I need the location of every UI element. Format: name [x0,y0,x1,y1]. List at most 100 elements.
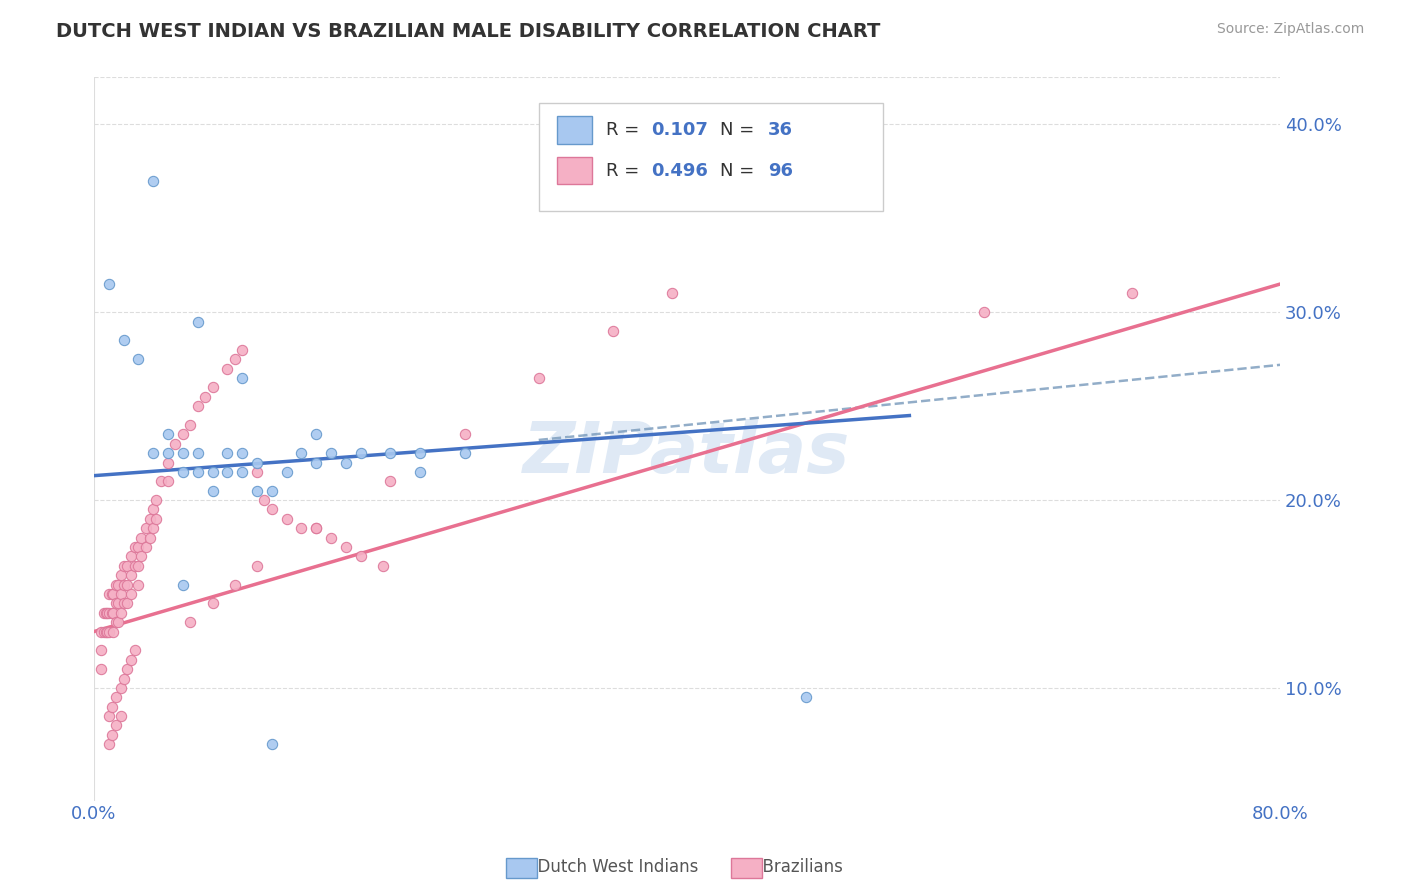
Point [661,286,683,301]
Point [231,446,253,460]
Point [253,493,276,508]
Point [246,456,269,470]
Point [172,427,194,442]
Point [305,427,328,442]
Point [90,662,112,676]
Point [90,624,112,639]
Point [100,728,122,742]
Point [135,521,157,535]
Point [110,587,132,601]
Point [453,427,475,442]
FancyBboxPatch shape [538,103,883,211]
Point [135,540,157,554]
Point [97,709,120,723]
Point [246,483,269,498]
Point [224,577,246,591]
Point [97,737,120,751]
Point [131,531,153,545]
FancyBboxPatch shape [557,157,592,185]
Point [103,587,125,601]
Text: ZIPatlas: ZIPatlas [523,419,851,488]
Point [96,624,118,639]
Point [107,615,129,630]
Point [217,465,239,479]
Point [276,512,298,526]
Text: 96: 96 [768,161,793,179]
Point [142,521,165,535]
Point [246,558,269,573]
Point [97,624,120,639]
Point [105,596,128,610]
Point [115,558,138,573]
Point [305,521,328,535]
Point [321,446,343,460]
Point [172,446,194,460]
Point [124,558,146,573]
Text: Brazilians: Brazilians [752,858,844,876]
Point [157,456,180,470]
Point [115,577,138,591]
Point [110,709,132,723]
Point [350,549,373,564]
Point [120,587,142,601]
Text: 36: 36 [768,121,793,139]
Point [380,475,402,489]
Point [409,446,432,460]
Point [103,606,125,620]
Point [157,427,180,442]
Point [157,475,180,489]
Point [124,643,146,657]
Point [105,690,128,705]
Point [110,681,132,695]
Point [112,577,135,591]
Point [260,483,283,498]
Point [112,558,135,573]
Point [115,596,138,610]
Point [165,436,187,450]
Point [335,540,357,554]
Point [453,446,475,460]
Point [127,558,149,573]
Point [115,662,138,676]
Text: R =: R = [606,161,645,179]
Point [179,417,201,432]
Point [93,624,115,639]
Point [107,577,129,591]
Point [305,456,328,470]
Point [527,371,550,385]
Point [217,446,239,460]
Point [142,446,165,460]
Point [201,596,224,610]
Point [260,502,283,516]
Point [350,446,373,460]
Point [127,352,149,367]
Point [105,615,128,630]
Point [96,606,118,620]
Point [371,558,394,573]
FancyBboxPatch shape [557,117,592,144]
Point [110,568,132,582]
Point [120,549,142,564]
Point [335,456,357,470]
Point [112,334,135,348]
Point [201,483,224,498]
Point [127,540,149,554]
Point [201,465,224,479]
Point [201,380,224,394]
Point [93,606,115,620]
Text: 0.107: 0.107 [651,121,709,139]
Text: N =: N = [720,161,761,179]
Point [231,343,253,357]
Point [139,512,162,526]
Point [794,690,817,705]
Point [246,465,269,479]
Point [231,371,253,385]
Text: R =: R = [606,121,645,139]
Point [231,465,253,479]
Point [145,493,167,508]
Point [187,399,209,413]
Point [276,465,298,479]
Point [97,606,120,620]
Point [120,568,142,582]
Point [149,475,172,489]
